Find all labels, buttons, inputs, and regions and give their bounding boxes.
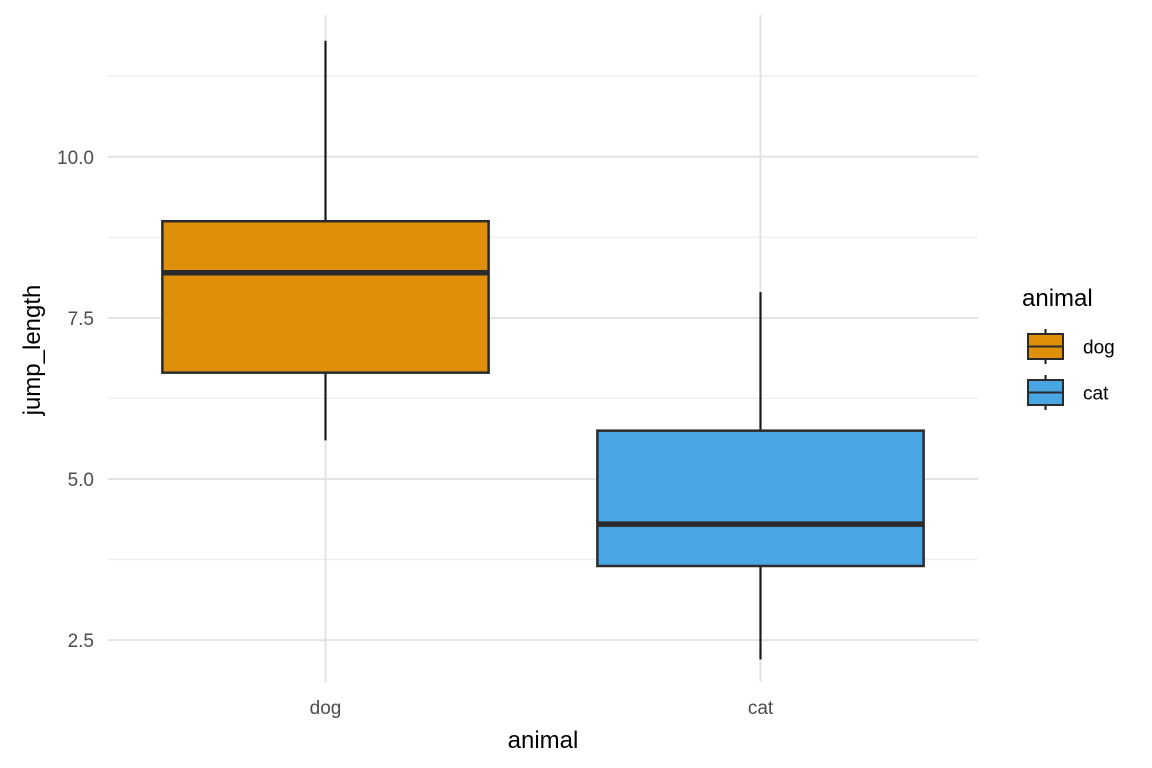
y-axis-title: jump_length (19, 285, 46, 417)
boxes (161, 40, 925, 660)
legend-label: dog (1083, 338, 1115, 359)
legend: animal dog cat (1022, 285, 1115, 410)
y-tick-label: 10.0 (57, 148, 94, 169)
legend-key-cat: cat (1027, 375, 1109, 410)
legend-key-dog: dog (1027, 329, 1115, 364)
x-tick-label: dog (310, 698, 342, 719)
legend-keys: dog cat (1027, 329, 1115, 410)
box-iqr (161, 219, 490, 374)
box-iqr (596, 429, 925, 568)
y-tick-label: 2.5 (68, 631, 94, 652)
y-tick-label: 7.5 (68, 309, 94, 330)
x-axis-title: animal (508, 727, 579, 754)
y-tick-label: 5.0 (68, 470, 94, 491)
y-tick-labels: 2.5 5.0 7.5 10.0 (57, 148, 94, 652)
x-tick-labels: dog cat (310, 698, 774, 719)
legend-label: cat (1083, 384, 1109, 405)
box-dog (161, 40, 490, 441)
x-tick-label: cat (748, 698, 774, 719)
legend-title: animal (1022, 285, 1093, 312)
box-cat (596, 292, 925, 660)
